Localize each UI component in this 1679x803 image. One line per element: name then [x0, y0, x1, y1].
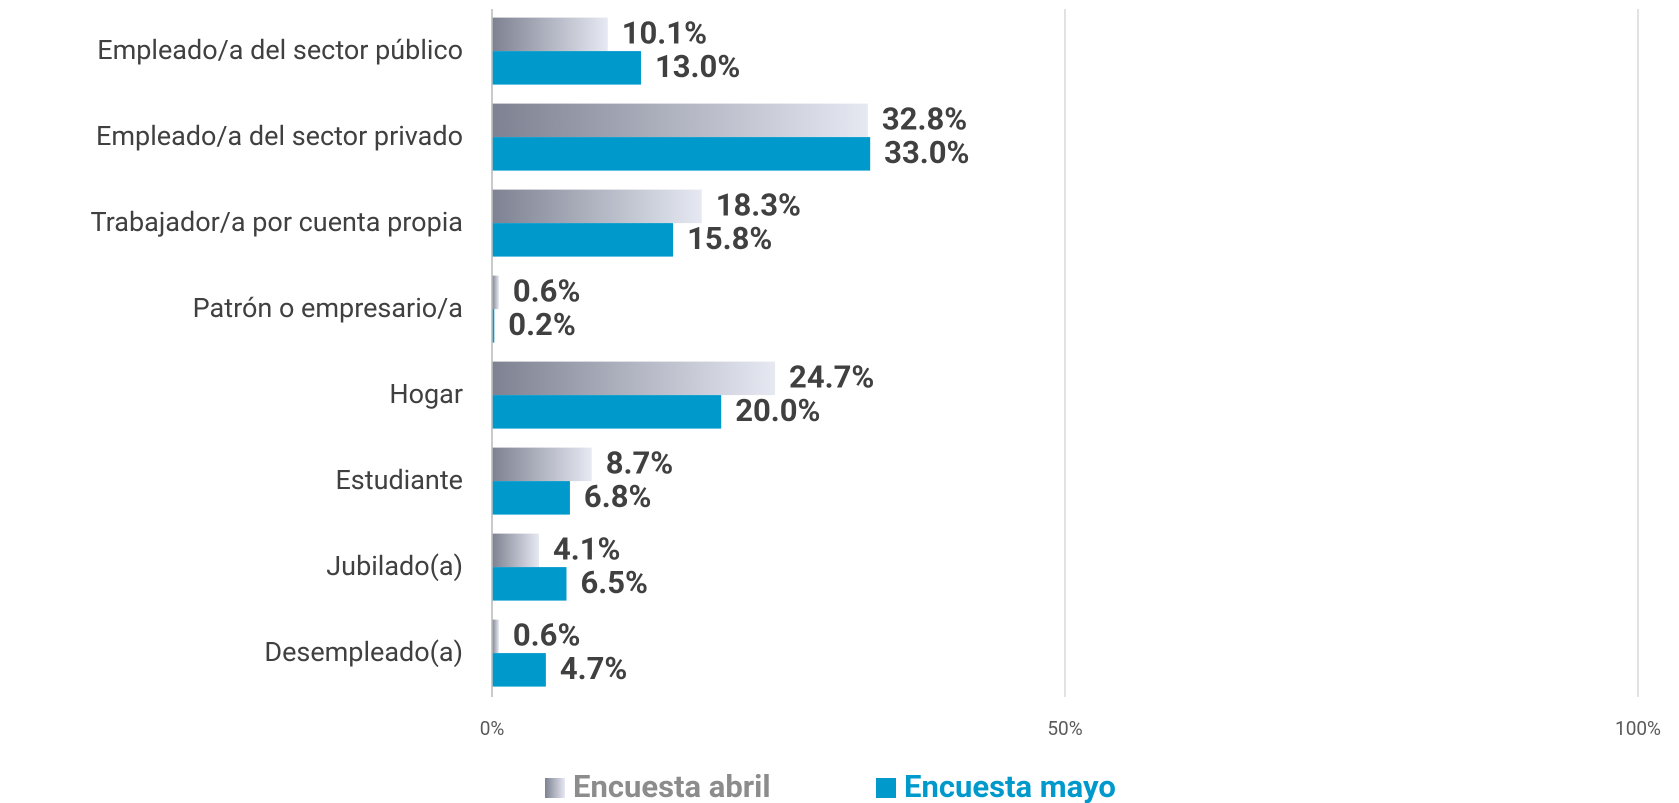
y-tick-label: Desempleado(a): [264, 636, 463, 668]
value-label: 32.8%: [882, 101, 967, 138]
bar: [492, 309, 495, 343]
bar: [492, 361, 776, 396]
x-tick-label: 0%: [480, 717, 505, 740]
x-tick-label: 50%: [1047, 717, 1082, 740]
value-label: 0.2%: [508, 306, 575, 343]
bar: [492, 567, 567, 601]
value-label: 4.7%: [560, 650, 627, 687]
bar: [492, 103, 868, 138]
value-label: 0.6%: [513, 617, 580, 654]
x-tick-label: 100%: [1615, 717, 1661, 740]
legend-swatch: [876, 778, 896, 798]
legend-label: Encuesta mayo: [904, 768, 1116, 803]
value-label: 6.5%: [580, 564, 647, 601]
bar: [492, 481, 570, 515]
y-tick-label: Estudiante: [335, 464, 463, 496]
bar: [492, 189, 702, 224]
bar: [492, 653, 546, 687]
value-label: 33.0%: [884, 134, 969, 171]
y-tick-label: Trabajador/a por cuenta propia: [91, 206, 463, 238]
value-label: 24.7%: [789, 359, 874, 396]
y-tick-label: Empleado/a del sector privado: [96, 120, 463, 152]
y-tick-label: Empleado/a del sector público: [97, 34, 463, 66]
bar: [492, 447, 592, 482]
y-tick-label: Jubilado(a): [326, 550, 463, 582]
y-tick-label: Patrón o empresario/a: [193, 292, 463, 324]
value-label: 8.7%: [606, 445, 673, 482]
bar: [492, 223, 674, 257]
bar: [492, 17, 608, 52]
bar: [492, 533, 539, 568]
y-tick-label: Hogar: [389, 378, 463, 410]
bar: [492, 619, 499, 654]
value-label: 10.1%: [622, 15, 707, 52]
value-label: 15.8%: [687, 220, 772, 257]
value-label: 20.0%: [735, 392, 820, 429]
value-label: 6.8%: [584, 478, 651, 515]
value-label: 13.0%: [655, 48, 740, 85]
bar: [492, 395, 722, 429]
bar: [492, 275, 499, 310]
bar: [492, 51, 641, 85]
value-label: 18.3%: [716, 187, 801, 224]
bar: [492, 137, 871, 171]
legend-label: Encuesta abril: [573, 768, 771, 803]
value-label: 4.1%: [553, 531, 620, 568]
legend-swatch: [545, 778, 565, 798]
value-label: 0.6%: [513, 273, 580, 310]
